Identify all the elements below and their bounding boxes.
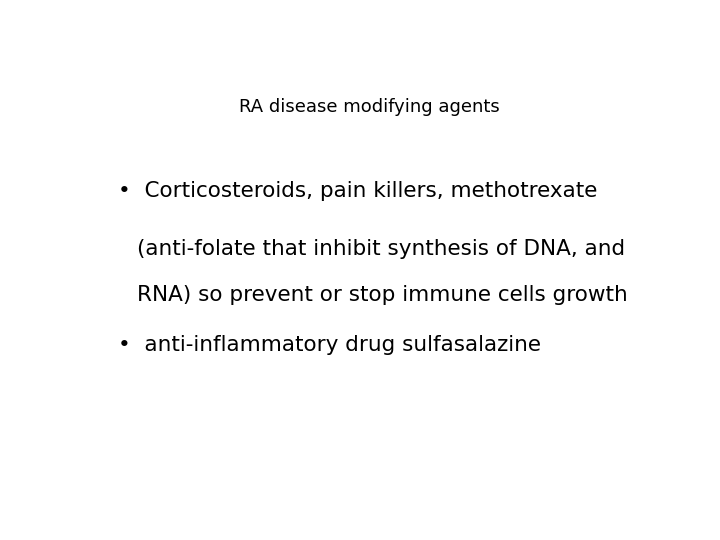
Text: (anti-folate that inhibit synthesis of DNA, and: (anti-folate that inhibit synthesis of D… (138, 239, 626, 259)
Text: •  anti-inflammatory drug sulfasalazine: • anti-inflammatory drug sulfasalazine (118, 335, 541, 355)
Text: RA disease modifying agents: RA disease modifying agents (238, 98, 500, 116)
Text: RNA) so prevent or stop immune cells growth: RNA) so prevent or stop immune cells gro… (138, 285, 628, 305)
Text: •  Corticosteroids, pain killers, methotrexate: • Corticosteroids, pain killers, methotr… (118, 181, 598, 201)
